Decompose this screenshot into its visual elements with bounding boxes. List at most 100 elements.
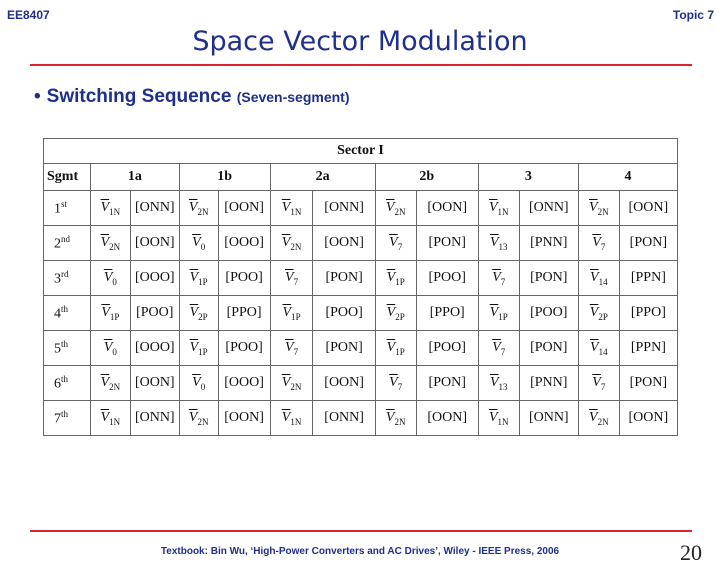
voltage-vector: V0 — [89, 330, 131, 366]
switching-state: [PNN] — [518, 225, 579, 261]
table-row: 2nd V2N [OON] V0 [OOO] V2N [OON] V7 [PON] V13 [PNN… — [43, 225, 679, 261]
bullet-dot-icon: • — [34, 86, 41, 107]
voltage-vector: V7 — [477, 260, 520, 296]
table-row: 3rd V0 [OOO] V1P [POO] V7 [PON] V1P [POO] V7 [PON]… — [43, 260, 679, 296]
switching-state: [PON] — [415, 225, 479, 261]
switching-state: [OOO] — [129, 260, 180, 296]
switching-state: [PPO] — [618, 295, 679, 331]
page-number: 20 — [680, 540, 702, 565]
segment-header-1a: 1a — [89, 163, 180, 191]
sequence-order: 1st — [43, 190, 91, 226]
switching-state: [PON] — [618, 365, 679, 401]
voltage-vector: V7 — [269, 260, 314, 296]
switching-state: [OON] — [312, 225, 376, 261]
table-row: 7th V1N [ONN] V2N [OON] V1N [ONN] V2N [OON] V1N [O… — [43, 400, 679, 436]
switching-state: [PPN] — [618, 330, 679, 366]
segment-header-4: 4 — [577, 163, 679, 191]
segment-header-2a: 2a — [269, 163, 376, 191]
bullet-main-text: Switching Sequence — [46, 86, 232, 107]
switching-state: [POO] — [518, 295, 579, 331]
voltage-vector: V1P — [269, 295, 314, 331]
voltage-vector: V13 — [477, 225, 520, 261]
switching-state: [OON] — [129, 225, 180, 261]
switching-state: [ONN] — [312, 400, 376, 436]
voltage-vector: V1N — [477, 400, 520, 436]
bottom-divider — [30, 530, 692, 532]
table-row: 5th V0 [OOO] V1P [POO] V7 [PON] V1P [POO] V7 [PON]… — [43, 330, 679, 366]
voltage-vector: V2N — [178, 400, 219, 436]
voltage-vector: V2P — [577, 295, 620, 331]
switching-state: [OON] — [415, 190, 479, 226]
segment-header-1b: 1b — [178, 163, 271, 191]
voltage-vector: V7 — [374, 365, 417, 401]
switching-state: [PON] — [618, 225, 679, 261]
sequence-order: 3rd — [43, 260, 91, 296]
switching-state: [PPO] — [217, 295, 271, 331]
voltage-vector: V0 — [178, 365, 219, 401]
switching-state: [PNN] — [518, 365, 579, 401]
bullet-sub-text: (Seven-segment) — [236, 89, 350, 105]
voltage-vector: V7 — [477, 330, 520, 366]
voltage-vector: V2N — [577, 190, 620, 226]
switching-state: [ONN] — [518, 190, 579, 226]
switching-state: [OOO] — [129, 330, 180, 366]
switching-state: [OON] — [129, 365, 180, 401]
segment-header-label: Sgmt — [43, 163, 91, 191]
switching-state: [PON] — [415, 365, 479, 401]
switching-state: [PPN] — [618, 260, 679, 296]
bullet-switching-sequence: • Switching Sequence (Seven-segment) — [34, 86, 350, 108]
voltage-vector: V0 — [89, 260, 131, 296]
table-row: 6th V2N [OON] V0 [OOO] V2N [OON] V7 [PON] V13 [PNN… — [43, 365, 679, 401]
voltage-vector: V7 — [577, 365, 620, 401]
voltage-vector: V2N — [178, 190, 219, 226]
switching-state: [POO] — [129, 295, 180, 331]
sequence-order: 5th — [43, 330, 91, 366]
voltage-vector: V2N — [269, 365, 314, 401]
voltage-vector: V7 — [374, 225, 417, 261]
switching-state: [ONN] — [129, 190, 180, 226]
switching-state: [POO] — [415, 330, 479, 366]
voltage-vector: V13 — [477, 365, 520, 401]
voltage-vector: V0 — [178, 225, 219, 261]
switching-state: [POO] — [415, 260, 479, 296]
voltage-vector: V14 — [577, 260, 620, 296]
textbook-reference: Textbook: Bin Wu, ‘High-Power Converters… — [160, 546, 560, 557]
voltage-vector: V2N — [374, 400, 417, 436]
switching-state: [ONN] — [312, 190, 376, 226]
voltage-vector: V1N — [269, 400, 314, 436]
voltage-vector: V1N — [477, 190, 520, 226]
switching-state: [PON] — [518, 260, 579, 296]
top-divider — [30, 64, 692, 66]
switching-state: [POO] — [312, 295, 376, 331]
segment-header-2b: 2b — [374, 163, 479, 191]
voltage-vector: V1P — [374, 330, 417, 366]
switching-state: [POO] — [217, 260, 271, 296]
voltage-vector: V2N — [269, 225, 314, 261]
course-code: EE8407 — [7, 8, 50, 22]
switching-state: [ONN] — [129, 400, 180, 436]
voltage-vector: V7 — [577, 225, 620, 261]
voltage-vector: V2N — [89, 365, 131, 401]
switching-sequence-table: Sector I Sgmt 1a 1b 2a 2b 3 4 1st V1N [ONN] V2N [O… — [43, 138, 679, 436]
sequence-order: 4th — [43, 295, 91, 331]
voltage-vector: V2N — [577, 400, 620, 436]
switching-state: [OON] — [217, 190, 271, 226]
switching-state: [PON] — [312, 330, 376, 366]
switching-state: [OOO] — [217, 365, 271, 401]
voltage-vector: V1P — [89, 295, 131, 331]
voltage-vector: V14 — [577, 330, 620, 366]
sequence-order: 2nd — [43, 225, 91, 261]
segment-header-3: 3 — [477, 163, 579, 191]
table-row: 4th V1P [POO] V2P [PPO] V1P [POO] V2P [PPO] V1P [P… — [43, 295, 679, 331]
switching-state: [PPO] — [415, 295, 479, 331]
switching-state: [OOO] — [217, 225, 271, 261]
voltage-vector: V1P — [178, 260, 219, 296]
voltage-vector: V1P — [374, 260, 417, 296]
sequence-order: 7th — [43, 400, 91, 436]
page-title: Space Vector Modulation — [192, 26, 528, 57]
voltage-vector: V2N — [89, 225, 131, 261]
switching-state: [OON] — [618, 190, 679, 226]
sector-header: Sector I — [43, 138, 678, 164]
switching-state: [OON] — [312, 365, 376, 401]
voltage-vector: V2P — [178, 295, 219, 331]
